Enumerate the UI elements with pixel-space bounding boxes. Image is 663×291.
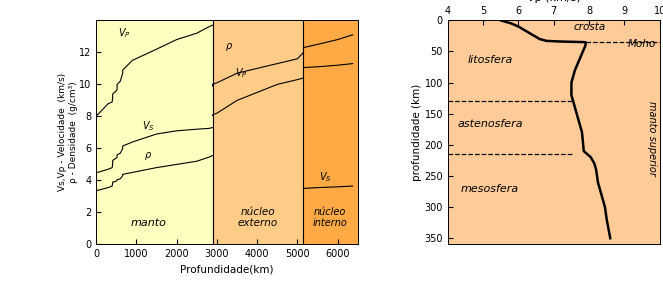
Text: astenosfera: astenosfera (457, 119, 523, 129)
Text: $V_S$: $V_S$ (142, 119, 155, 133)
Text: Moho: Moho (628, 38, 656, 49)
X-axis label: Vp (km/s): Vp (km/s) (527, 0, 581, 3)
Text: litosfera: litosfera (467, 55, 513, 65)
Text: crosta: crosta (573, 22, 605, 32)
Text: $V_P$: $V_P$ (118, 26, 131, 40)
Y-axis label: profundidade (km): profundidade (km) (412, 84, 422, 181)
Text: manto superior: manto superior (647, 101, 657, 176)
Text: $V_P$: $V_P$ (235, 66, 247, 80)
Bar (304, 20, 358, 244)
Text: $\rho$: $\rho$ (225, 41, 233, 53)
Y-axis label: Vs,Vp - Velocidade  (km/s)
ρ - Densidade  (g/cm³): Vs,Vp - Velocidade (km/s) ρ - Densidade … (58, 73, 78, 191)
Text: $V_S$: $V_S$ (320, 171, 332, 184)
Bar (96, 20, 213, 244)
Bar (213, 20, 304, 244)
Text: manto: manto (131, 219, 166, 228)
Text: mesosfera: mesosfera (461, 184, 519, 194)
Text: $\rho$: $\rho$ (145, 150, 152, 162)
X-axis label: Profundidade(km): Profundidade(km) (180, 265, 274, 275)
Text: núcleo
externo: núcleo externo (238, 207, 278, 228)
Text: núcleo
interno: núcleo interno (312, 207, 347, 228)
